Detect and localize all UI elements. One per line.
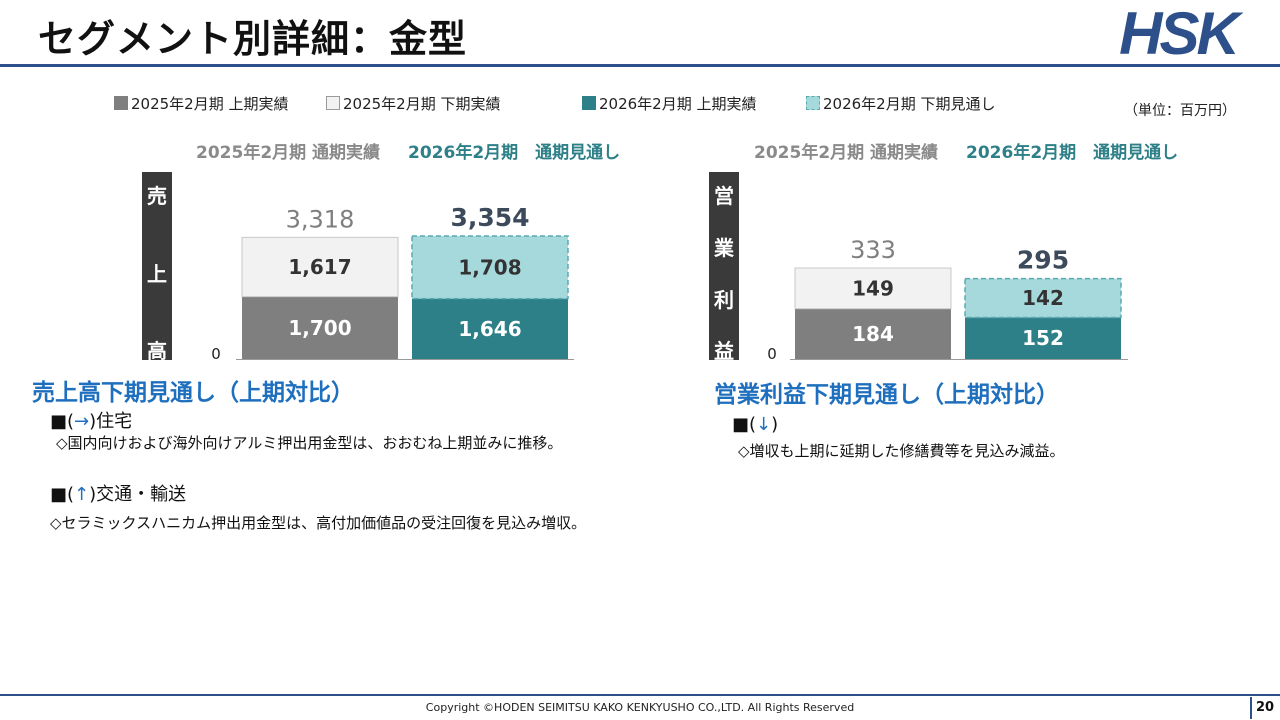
- svg-text:HSK: HSK: [1119, 6, 1243, 60]
- profit-value-label-h2-1: 142: [1022, 286, 1064, 310]
- profit-chart: 184 149 333 152 142 295 0: [760, 230, 1150, 365]
- page-title: セグメント別詳細：金型: [38, 17, 468, 61]
- page-number-divider: [1250, 697, 1252, 719]
- profit-total-label-1: 295: [1017, 246, 1069, 275]
- legend-item-2026-h2: 2026年2月期 下期見通し: [806, 93, 996, 113]
- legend-label: 2025年2月期 下期実績: [343, 94, 501, 113]
- sales-bar-h2-1: [411, 235, 569, 300]
- profit-value-label-h1-1: 152: [1022, 326, 1064, 350]
- legend-label: 2026年2月期 下期見通し: [823, 94, 996, 113]
- sales-col-header-forecast: 2026年2月期 通期見通し: [408, 143, 621, 163]
- sales-metric-char: 高: [147, 339, 167, 363]
- sales-chart: 1,700 1,617 3,318 1,646 1,708 3,354 0: [200, 185, 590, 365]
- down-arrow-icon: ↓: [756, 414, 772, 435]
- legend-label: 2026年2月期 上期実績: [599, 94, 757, 113]
- profit-zero-tick-label: 0: [767, 345, 777, 363]
- sales-value-label-h2-0: 1,617: [288, 255, 351, 279]
- profit-metric-char: 利: [714, 288, 734, 312]
- profit-section-title: 営業利益下期見通し（上期対比）: [714, 382, 1059, 408]
- profit-total-label-0: 333: [850, 236, 896, 264]
- sales-zero-tick-label: 0: [211, 345, 221, 363]
- legend-swatch: [806, 96, 820, 110]
- legend-item-2026-h1: 2026年2月期 上期実績: [582, 93, 757, 113]
- profit-col-header-forecast: 2026年2月期 通期見通し: [966, 143, 1179, 163]
- profit-bar-h2-1: [964, 277, 1122, 319]
- title-divider: [0, 64, 1280, 67]
- sales-value-label-h1-1: 1,646: [458, 317, 521, 341]
- legend-item-2025-h2: 2025年2月期 下期実績: [326, 93, 501, 113]
- profit-chart-svg: 184 149 333 152 142 295 0: [767, 236, 1128, 363]
- sales-bar-h1-1: [412, 298, 568, 359]
- profit-bar-h2-0: [794, 267, 952, 310]
- profit-metric-char: 益: [714, 339, 734, 363]
- copyright-text: Copyright ©HODEN SEIMITSU KAKO KENKYUSHO…: [425, 701, 855, 714]
- sales-bullet-transport: ■(↑)交通・輸送: [50, 484, 187, 505]
- footer-divider: [0, 694, 1280, 696]
- profit-col-header-actual: 2025年2月期 通期実績: [754, 143, 939, 163]
- sales-value-label-h2-1: 1,708: [458, 255, 521, 279]
- page-number: 20: [1256, 700, 1275, 715]
- sales-metric-char: 売: [147, 184, 167, 208]
- sales-metric-char: 上: [147, 262, 167, 286]
- unit-label: （単位：百万円）: [1124, 103, 1236, 119]
- company-logo: HSK: [1090, 0, 1270, 67]
- sales-bullet-housing: ■(→)住宅: [50, 411, 133, 432]
- sales-section-title: 売上高下期見通し（上期対比）: [32, 380, 354, 406]
- profit-metric-label: 営 業 利 益: [709, 172, 739, 363]
- profit-value-label-h1-0: 184: [852, 322, 894, 346]
- up-arrow-icon: ↑: [74, 484, 90, 505]
- profit-bullet: ■(↓): [732, 414, 779, 435]
- sales-col-header-actual: 2025年2月期 通期実績: [196, 143, 381, 163]
- legend-swatch: [114, 96, 128, 110]
- right-arrow-icon: →: [74, 411, 90, 432]
- sales-total-label-1: 3,354: [450, 203, 529, 232]
- legend-item-2025-h1: 2025年2月期 上期実績: [114, 93, 289, 113]
- sales-metric-label: 売 上 高: [142, 172, 172, 363]
- sales-bar-h1-0: [242, 296, 398, 359]
- profit-note: ◇増収も上期に延期した修繕費等を見込み減益。: [738, 442, 1065, 460]
- legend-swatch: [326, 96, 340, 110]
- sales-chart-svg: 1,700 1,617 3,318 1,646 1,708 3,354 0: [211, 203, 574, 363]
- sales-note-housing: ◇国内向けおよび海外向けアルミ押出用金型は、おおむね上期並みに推移。: [56, 434, 563, 452]
- profit-bar-h1-0: [795, 308, 951, 359]
- sales-note-transport: ◇セラミックスハニカム押出用金型は、高付加価値品の受注回復を見込み増収。: [50, 514, 587, 532]
- profit-bar-h1-1: [965, 317, 1121, 359]
- sales-value-label-h1-0: 1,700: [288, 316, 351, 340]
- profit-metric-char: 営: [714, 184, 734, 208]
- sales-total-label-0: 3,318: [286, 205, 355, 233]
- legend-label: 2025年2月期 上期実績: [131, 94, 289, 113]
- profit-metric-char: 業: [714, 236, 734, 260]
- profit-value-label-h2-0: 149: [852, 276, 894, 300]
- legend-swatch: [582, 96, 596, 110]
- sales-bar-h2-0: [241, 236, 399, 298]
